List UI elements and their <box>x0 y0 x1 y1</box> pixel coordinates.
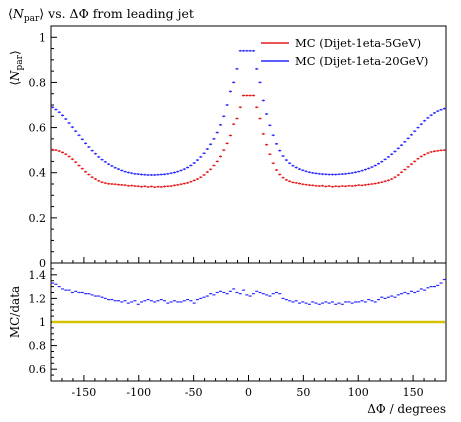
x-tick-label: -50 <box>185 386 203 399</box>
x-tick-label: 0 <box>245 386 252 399</box>
legend-label-5gev: MC (Dijet-1eta-5GeV) <box>295 36 421 50</box>
ratio-ylabel: MC/data <box>8 286 22 338</box>
main-y-tick-label: 0.6 <box>29 122 47 135</box>
ratio-y-tick-label: 1 <box>39 316 46 329</box>
main-x-ticks <box>61 257 436 263</box>
chart-title: ⟨Npar⟩ vs. ΔΦ from leading jet <box>8 6 194 24</box>
series-20gev <box>51 49 446 176</box>
ratio-y-tick-label: 1.2 <box>29 292 47 305</box>
ratio-y-ticks: 0.6 0.8 1 1.2 1.4 <box>29 268 57 376</box>
main-y-tick-label: 0 <box>39 257 46 270</box>
x-tick-label: 50 <box>296 386 310 399</box>
main-y-tick-label: 0.4 <box>29 167 47 180</box>
series-5gev <box>51 94 446 189</box>
main-series <box>51 49 446 189</box>
main-plot-panel: 0 0.2 0.4 0.6 0.8 1 <box>29 25 447 270</box>
ratio-y-tick-label: 0.8 <box>29 340 47 353</box>
x-tick-label: 100 <box>348 386 369 399</box>
x-tick-label: -100 <box>126 386 151 399</box>
main-y-tick-label: 0.2 <box>29 212 47 225</box>
main-y-tick-label: 0.8 <box>29 76 47 89</box>
ratio-y-tick-label: 1.4 <box>29 269 47 282</box>
main-ylabel: ⟨Npar⟩ <box>8 50 25 85</box>
main-y-tick-label: 1 <box>39 31 46 44</box>
ratio-plot-panel: 0.6 0.8 1 1.2 1.4 -150 -100 -50 0 50 100 150 <box>29 262 447 399</box>
legend-label-20gev: MC (Dijet-1eta-20GeV) <box>295 54 428 68</box>
legend: MC (Dijet-1eta-5GeV) MC (Dijet-1eta-20Ge… <box>261 36 428 68</box>
x-tick-label: 150 <box>403 386 424 399</box>
ratio-series-20gev <box>51 278 446 305</box>
ratio-series <box>51 278 446 305</box>
main-y-ticks: 0 0.2 0.4 0.6 0.8 1 <box>29 31 57 270</box>
x-axis-label: ΔΦ / degrees <box>367 402 446 416</box>
ratio-x-ticks: -150 -100 -50 0 50 100 150 <box>61 375 436 399</box>
x-tick-label: -150 <box>72 386 97 399</box>
ratio-y-tick-label: 0.6 <box>29 363 47 376</box>
